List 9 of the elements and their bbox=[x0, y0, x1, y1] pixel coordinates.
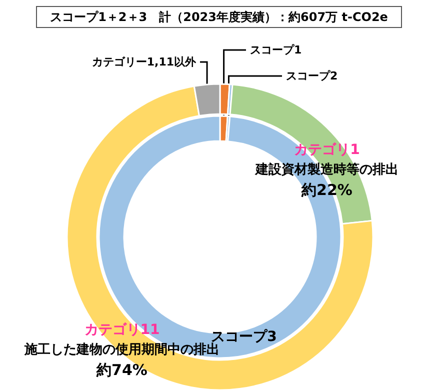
text: 建設資材製造時等の排出 bbox=[254, 162, 398, 178]
data-label: 約22% bbox=[300, 181, 352, 199]
slice-label: スコープ2 bbox=[286, 70, 338, 82]
slice-label: カテゴリー1,11以外 bbox=[92, 56, 197, 68]
slice-label: カテゴリ11 bbox=[84, 322, 160, 338]
slice-label: スコープ1 bbox=[250, 44, 302, 56]
chart-title: スコープ1＋2＋3 計（2023年度実績）：約607万 t-CO2e bbox=[50, 10, 388, 24]
data-label: 約74% bbox=[96, 361, 148, 379]
text: 施工した建物の使用期間中の排出 bbox=[24, 342, 220, 358]
